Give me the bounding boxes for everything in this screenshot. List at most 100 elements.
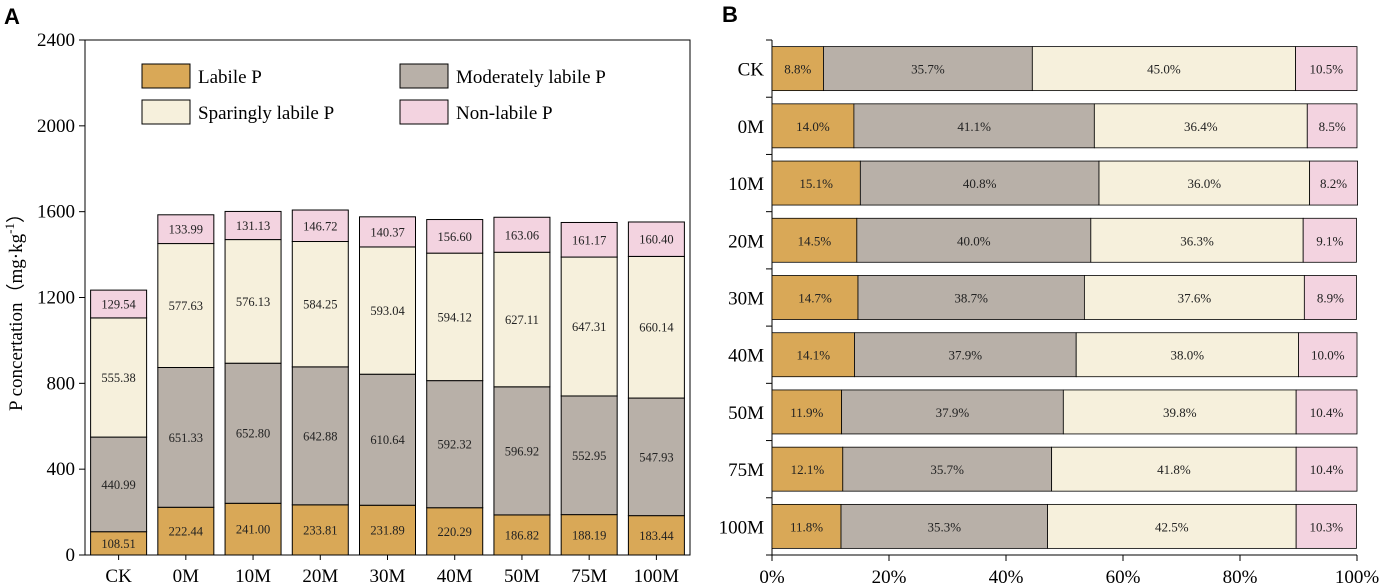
data-label-labile-p-75m: 12.1%	[791, 462, 825, 477]
bar-moderately-labile-p-100m	[840, 503, 1048, 549]
data-label-labile-p-50m: 186.82	[505, 528, 539, 542]
bar-labile-p-0m	[771, 103, 855, 149]
data-label-labile-p-40m: 220.29	[438, 525, 472, 539]
data-label-sparingly-labile-p-100m: 42.5%	[1155, 519, 1189, 534]
data-label-moderately-labile-p-40m: 592.32	[438, 438, 472, 452]
data-label-labile-p-10m: 241.00	[236, 523, 270, 537]
bar-non-labile-p-30m	[1303, 275, 1357, 320]
data-label-non-labile-p-40m: 156.60	[438, 230, 472, 244]
data-label-sparingly-labile-p-40m: 38.0%	[1171, 348, 1205, 363]
bar-moderately-labile-p-10m	[224, 362, 282, 504]
bar-labile-p-100m	[771, 503, 842, 549]
chart-a: 0 400 800 1200 1600 2000 2400 P concertation（mg…	[2, 30, 691, 583]
data-label-moderately-labile-p-100m: 547.93	[639, 450, 673, 464]
data-label-sparingly-labile-p-10m: 576.13	[236, 295, 270, 309]
x-tick-label-10m: 10M	[235, 566, 271, 583]
bar-non-labile-p-100m	[627, 221, 685, 257]
y-tick-label: 1600	[37, 202, 75, 223]
data-label-moderately-labile-p-30m: 38.7%	[954, 291, 988, 306]
bar-moderately-labile-p-30m	[359, 373, 416, 506]
data-label-sparingly-labile-p-ck: 45.0%	[1147, 62, 1181, 77]
y-tick-label-10m: 10M	[728, 174, 764, 195]
bar-labile-p-ck	[771, 46, 824, 92]
data-label-moderately-labile-p-75m: 552.95	[572, 449, 606, 463]
data-label-moderately-labile-p-ck: 440.99	[101, 478, 135, 492]
data-label-moderately-labile-p-20m: 642.88	[303, 429, 337, 443]
data-label-non-labile-p-ck: 129.54	[101, 298, 136, 312]
bar-non-labile-p-0m	[1306, 103, 1358, 149]
x-tick-label-30m: 30M	[370, 566, 406, 583]
data-label-non-labile-p-75m: 10.4%	[1310, 462, 1344, 477]
x-tick-label-100m: 100M	[634, 566, 680, 583]
data-label-non-labile-p-20m: 146.72	[303, 219, 337, 233]
x-tick-label-50m: 50M	[504, 566, 540, 583]
bar-sparingly-labile-p-20m	[1090, 217, 1304, 263]
data-label-non-labile-p-50m: 163.06	[505, 228, 539, 242]
bar-non-labile-p-40m	[426, 219, 484, 254]
bar-sparingly-labile-p-50m	[1062, 389, 1297, 435]
bar-sparingly-labile-p-75m	[1051, 446, 1297, 492]
y-tick-label-100m: 100M	[719, 517, 765, 538]
bar-labile-p-50m	[771, 389, 843, 435]
y-tick-label: 2000	[37, 116, 75, 137]
data-label-labile-p-0m: 14.0%	[796, 119, 830, 134]
data-label-non-labile-p-100m: 10.3%	[1309, 519, 1343, 534]
data-label-moderately-labile-p-100m: 35.3%	[927, 519, 961, 534]
data-label-moderately-labile-p-10m: 40.8%	[963, 176, 997, 191]
data-label-sparingly-labile-p-30m: 593.04	[370, 304, 405, 318]
x-tick-label-b: 80%	[1223, 567, 1258, 583]
bar-labile-p-20m	[771, 217, 858, 263]
data-label-sparingly-labile-p-75m: 647.31	[572, 320, 606, 334]
data-label-moderately-labile-p-0m: 41.1%	[957, 119, 991, 134]
data-label-moderately-labile-p-20m: 40.0%	[957, 233, 991, 248]
data-label-labile-p-40m: 14.1%	[796, 348, 830, 363]
bar-non-labile-p-20m	[291, 209, 349, 243]
y-tick-label-0m: 0M	[738, 117, 765, 138]
data-label-moderately-labile-p-30m: 610.64	[370, 433, 405, 447]
data-label-moderately-labile-p-40m: 37.9%	[949, 348, 983, 363]
y-axis-title-main: P concertation（mg·kg	[5, 233, 27, 411]
legend-swatch-sparingly-labile-p	[141, 99, 191, 125]
bar-non-labile-p-75m	[560, 221, 618, 258]
legend-label-labile-p: Labile P	[198, 67, 262, 88]
data-label-sparingly-labile-p-10m: 36.0%	[1188, 176, 1222, 191]
y-tick-label-30m: 30M	[728, 289, 764, 310]
bar-labile-p-20m	[291, 504, 349, 556]
data-label-moderately-labile-p-10m: 652.80	[236, 427, 270, 441]
bar-non-labile-p-30m	[359, 216, 416, 248]
data-label-labile-p-20m: 14.5%	[798, 233, 832, 248]
bar-non-labile-p-10m	[1309, 160, 1358, 206]
y-tick-label-ck: CK	[738, 60, 765, 81]
bar-moderately-labile-p-50m	[493, 386, 551, 516]
bar-non-labile-p-ck	[90, 289, 148, 319]
data-label-labile-p-30m: 14.7%	[798, 291, 832, 306]
data-label-labile-p-50m: 11.9%	[790, 405, 823, 420]
bar-moderately-labile-p-50m	[841, 389, 1064, 435]
data-label-non-labile-p-75m: 161.17	[572, 233, 606, 247]
bar-labile-p-30m	[771, 275, 859, 320]
bar-labile-p-10m	[771, 160, 861, 206]
bar-non-labile-p-50m	[493, 216, 551, 253]
legend-swatch-non-labile-p	[399, 99, 449, 125]
bar-labile-p-75m	[771, 446, 844, 492]
data-label-non-labile-p-100m: 160.40	[639, 233, 673, 247]
y-tick-label: 800	[47, 373, 76, 394]
bar-non-labile-p-0m	[157, 214, 215, 245]
bar-moderately-labile-p-40m	[854, 332, 1077, 378]
x-tick-label-0m: 0M	[173, 566, 200, 583]
x-tick-label-ck: CK	[105, 566, 132, 583]
bar-sparingly-labile-p-30m	[1083, 275, 1305, 320]
bar-non-labile-p-100m	[1295, 503, 1357, 549]
x-tick-label-b: 20%	[872, 567, 907, 583]
data-label-non-labile-p-0m: 133.99	[169, 223, 203, 237]
data-label-sparingly-labile-p-0m: 577.63	[169, 299, 203, 313]
bar-sparingly-labile-p-100m	[1047, 503, 1297, 549]
x-tick-label-b: 60%	[1106, 567, 1141, 583]
data-label-moderately-labile-p-0m: 651.33	[169, 431, 203, 445]
y-tick-label-50m: 50M	[728, 403, 764, 424]
data-label-labile-p-10m: 15.1%	[799, 176, 833, 191]
data-label-sparingly-labile-p-0m: 36.4%	[1184, 119, 1218, 134]
bar-labile-p-0m	[157, 506, 215, 556]
data-label-sparingly-labile-p-50m: 39.8%	[1163, 405, 1197, 420]
bar-sparingly-labile-p-30m	[359, 246, 416, 375]
